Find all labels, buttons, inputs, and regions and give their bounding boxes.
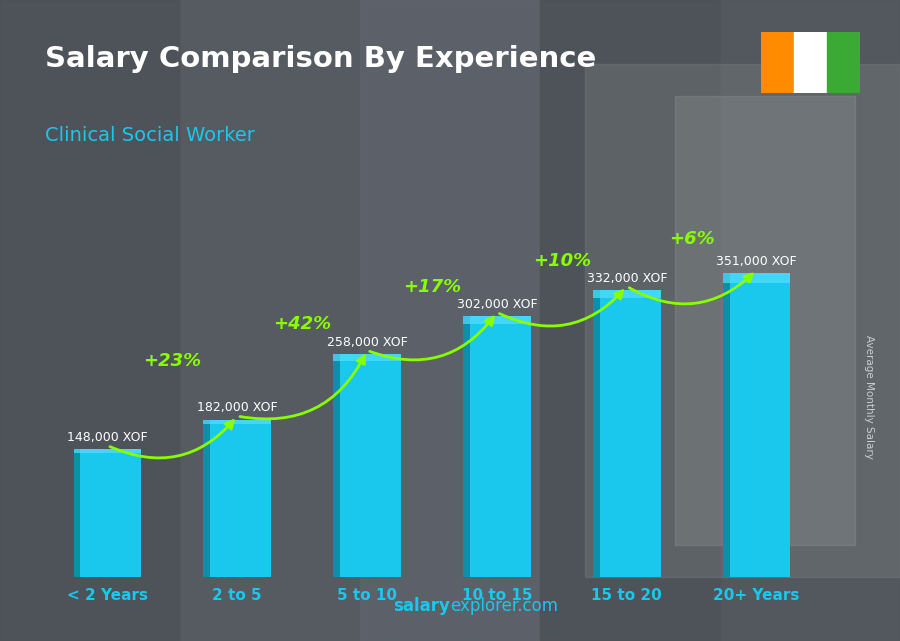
Bar <box>794 32 826 93</box>
Text: 148,000 XOF: 148,000 XOF <box>68 431 148 444</box>
Bar <box>464 316 531 577</box>
Bar <box>74 449 80 577</box>
Bar <box>0 0 180 641</box>
Text: 332,000 XOF: 332,000 XOF <box>587 272 667 285</box>
Bar <box>333 354 400 577</box>
Text: +42%: +42% <box>273 315 331 333</box>
Text: salary: salary <box>393 597 450 615</box>
Bar <box>203 420 271 424</box>
Text: +23%: +23% <box>143 353 202 370</box>
Bar <box>593 290 661 299</box>
Text: 302,000 XOF: 302,000 XOF <box>456 297 537 311</box>
Bar <box>74 449 141 577</box>
Text: 258,000 XOF: 258,000 XOF <box>327 336 408 349</box>
Bar <box>826 32 860 93</box>
Bar <box>760 32 794 93</box>
Bar <box>723 274 790 283</box>
Bar <box>720 0 900 641</box>
Text: 182,000 XOF: 182,000 XOF <box>197 401 277 414</box>
Bar <box>203 420 211 577</box>
Bar <box>360 0 540 641</box>
Text: +6%: +6% <box>669 229 715 247</box>
Text: +17%: +17% <box>403 278 461 296</box>
Text: Average Monthly Salary: Average Monthly Salary <box>863 335 874 460</box>
Bar <box>593 290 599 577</box>
Bar <box>180 0 360 641</box>
Text: Salary Comparison By Experience: Salary Comparison By Experience <box>45 45 596 73</box>
Text: +10%: +10% <box>533 252 591 270</box>
Bar <box>540 0 720 641</box>
Bar <box>593 290 661 577</box>
Bar <box>723 274 730 577</box>
Bar <box>675 96 855 545</box>
Bar <box>333 354 340 577</box>
Text: Clinical Social Worker: Clinical Social Worker <box>45 126 255 145</box>
Bar <box>333 354 400 360</box>
Text: 351,000 XOF: 351,000 XOF <box>716 255 796 268</box>
Bar <box>203 420 271 577</box>
Bar <box>723 274 790 577</box>
Text: explorer.com: explorer.com <box>450 597 558 615</box>
Bar <box>464 316 531 324</box>
Bar <box>585 64 900 577</box>
Bar <box>74 449 141 453</box>
Bar <box>464 316 470 577</box>
